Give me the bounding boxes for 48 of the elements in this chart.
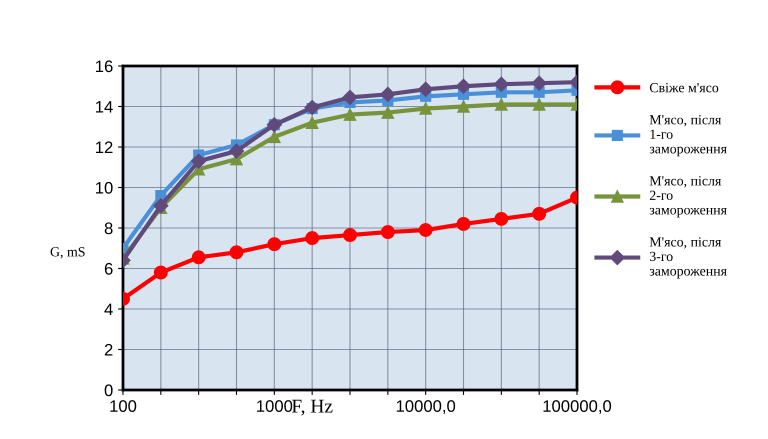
point [418, 223, 433, 237]
legend-label: Свіже м'ясо [650, 83, 718, 92]
point [304, 100, 320, 116]
point [343, 228, 357, 242]
point [228, 143, 244, 159]
point [456, 78, 472, 94]
y-tick-label: 14 [96, 101, 113, 113]
y-axis-title: G, mS [50, 247, 85, 258]
y-tick-label: 0 [104, 384, 113, 396]
point [419, 102, 432, 115]
y-tick-label: 10 [96, 182, 113, 194]
y-tick-label: 16 [96, 60, 113, 72]
point [268, 130, 281, 144]
point [456, 217, 470, 231]
point [495, 98, 508, 111]
y-tick-label: 4 [104, 304, 113, 316]
point [382, 106, 394, 119]
x-tick-label: 10000,0 [396, 400, 456, 414]
point [305, 231, 320, 246]
point [342, 90, 358, 105]
point [192, 250, 206, 264]
y-tick-label: 12 [96, 141, 112, 154]
point [191, 154, 206, 169]
x-tick-label: 1000 [257, 400, 292, 412]
point [154, 266, 168, 280]
point [153, 198, 168, 214]
y-tick-label: 2 [104, 344, 112, 356]
legend-label: М'ясо, після 2-го замороження [650, 176, 727, 218]
point [267, 237, 282, 252]
y-tick-label: 8 [104, 222, 113, 234]
point [532, 206, 546, 221]
point [457, 100, 470, 113]
point [532, 98, 546, 111]
point [418, 82, 434, 97]
point [230, 245, 244, 260]
point [494, 212, 508, 226]
point [494, 76, 509, 92]
point [380, 86, 396, 102]
y-tick-label: 6 [104, 262, 113, 275]
legend-label: М'ясо, після 3-го замороження [650, 237, 727, 278]
point [344, 108, 356, 121]
x-tick-label: 100 [110, 400, 136, 412]
legend-label: М'ясо, після 1-го замороження [650, 115, 727, 156]
x-tick-label: 100000,0 [544, 400, 612, 414]
point [306, 116, 318, 129]
x-axis-title: F, Hz [292, 400, 332, 416]
point [380, 225, 395, 239]
point [532, 76, 547, 91]
